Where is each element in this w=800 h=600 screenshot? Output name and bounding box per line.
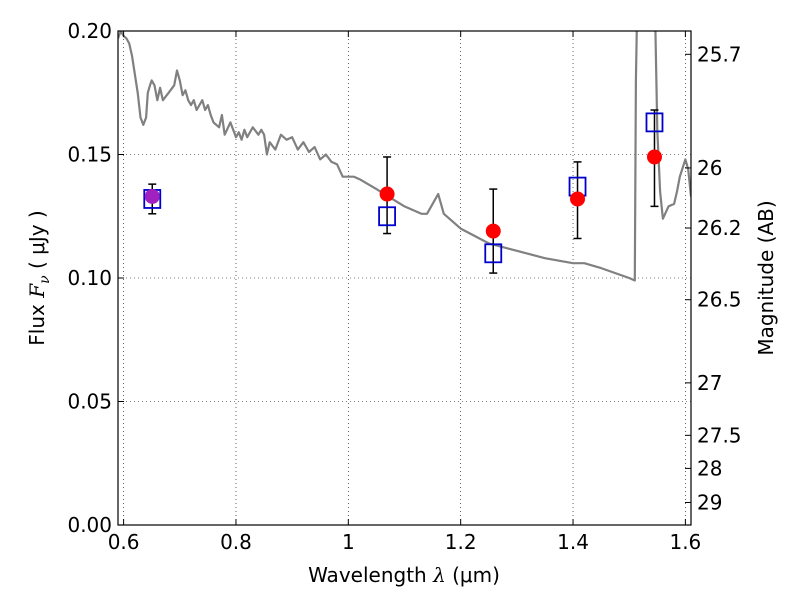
model-photometry-square: [484, 243, 503, 264]
x-axis-label: Wavelength λ (μm): [308, 563, 500, 587]
x-tick-label: 1.6: [669, 530, 701, 554]
x-tick-label: 0.8: [220, 530, 252, 554]
y2-tick-label: 28: [697, 456, 722, 480]
observed-flux-point: [379, 186, 395, 202]
observed-flux-point: [646, 149, 662, 165]
y-tick-label: 0.15: [67, 143, 112, 167]
observed-flux-point: [144, 188, 160, 204]
y2-tick-label: 25.7: [697, 42, 742, 66]
x-tick-label: 1.4: [557, 530, 589, 554]
ticks: 0.6 0.8 1 1.2 1.4 1.6 0.00 0.05 0.10 0.15 0.20 25.7…: [67, 19, 741, 554]
y-tick-label: 0.10: [67, 266, 112, 290]
model-spectrum-line: [118, 31, 691, 282]
observed-flux-point: [485, 223, 501, 239]
y-axis-label: Flux Fν ( μJy ): [25, 210, 53, 345]
plot-area: [118, 31, 691, 282]
model-photometry-square: [378, 206, 396, 227]
model-photometry-square: [645, 112, 664, 133]
y2-tick-label: 26.2: [697, 216, 742, 240]
y2-tick-label: 27: [697, 371, 722, 395]
y2-tick-label: 29: [697, 490, 722, 514]
y2-tick-label: 26: [697, 156, 722, 180]
y2-tick-label: 26.5: [697, 288, 742, 312]
y-tick-label: 0.20: [67, 19, 112, 43]
y-tick-label: 0.05: [67, 390, 112, 414]
observed-flux-point: [570, 191, 586, 207]
x-tick-label: 0.6: [108, 530, 140, 554]
y2-axis-label: Magnitude (AB): [754, 200, 778, 355]
x-tick-label: 1.2: [445, 530, 477, 554]
x-tick-label: 1: [342, 530, 355, 554]
y-tick-label: 0.00: [67, 513, 112, 537]
y2-tick-label: 27.5: [697, 423, 742, 447]
